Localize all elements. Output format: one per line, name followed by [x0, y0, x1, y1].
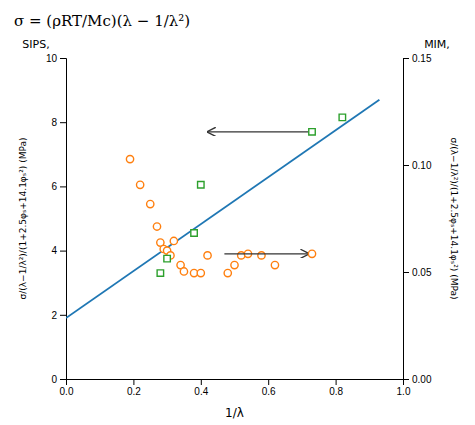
y-axis-title: σ/(λ−1/λ²)/(1+2.5φₛ+14.1φₛ²) (MPa): [18, 138, 28, 300]
tick: 0.15: [403, 53, 432, 64]
tick: 0.10: [403, 160, 432, 171]
tick: 4: [51, 245, 66, 256]
tick-mark: [60, 122, 66, 123]
tick: 0.6: [262, 379, 276, 397]
tick-mark: [133, 379, 134, 385]
x-axis-title: 1/λ: [225, 406, 244, 420]
tick-label: 2: [51, 310, 57, 321]
point: [164, 255, 170, 261]
tick-mark: [336, 379, 337, 385]
y-axis-title-head: SIPS,: [22, 38, 49, 51]
tick: 0.4: [194, 379, 208, 397]
tick-label: 0.6: [262, 386, 276, 397]
tick: 0: [51, 374, 66, 385]
tick-label: 0.10: [412, 160, 432, 171]
point: [271, 261, 278, 268]
tick: 1.0: [397, 379, 411, 397]
tick-mark: [403, 165, 409, 166]
point: [204, 252, 211, 259]
tick: 2: [51, 310, 66, 321]
y2-axis-title-head: MIM,: [424, 38, 450, 51]
regression-line: [66, 100, 379, 318]
plot: 0.0 0.2 0.4 0.6 0.8 1.0 0 2 4 6 8 10 0.00 0.05 0.10 0.1…: [18, 38, 459, 420]
tick-mark: [60, 186, 66, 187]
tick-label: 6: [51, 181, 57, 192]
point: [339, 114, 345, 120]
point: [157, 270, 163, 276]
arrow: [208, 131, 309, 132]
tick-mark: [60, 379, 66, 380]
tick-label: 0.00: [412, 374, 432, 385]
tick: 0.8: [329, 379, 343, 397]
tick-label: 0.8: [329, 386, 343, 397]
tick-label: 10: [46, 53, 58, 64]
tick-mark: [403, 379, 409, 380]
tick: 0.2: [127, 379, 141, 397]
tick-mark: [403, 272, 409, 273]
tick-mark: [60, 251, 66, 252]
point: [170, 237, 177, 244]
tick-mark: [60, 315, 66, 316]
tick-label: 0.4: [194, 386, 208, 397]
tick: 0.0: [60, 379, 74, 397]
tick: 0.00: [403, 374, 432, 385]
axis-line: [404, 59, 410, 380]
tick-label: 8: [51, 117, 57, 128]
x-axis: 0.0 0.2 0.4 0.6 0.8 1.0: [60, 379, 411, 397]
point: [191, 230, 197, 236]
tick: 8: [51, 117, 66, 128]
arrow-marker: [308, 250, 315, 257]
tick-label: 4: [51, 245, 57, 256]
tick-label: 1.0: [397, 386, 411, 397]
point: [180, 268, 187, 275]
point: [147, 200, 154, 207]
tick: 0.05: [403, 267, 432, 278]
tick: 10: [46, 53, 66, 64]
point: [197, 269, 204, 276]
tick-mark: [268, 379, 269, 385]
point: [136, 181, 143, 188]
chart: 0.0 0.2 0.4 0.6 0.8 1.0 0 2 4 6 8 10 0.00 0.05 0.10 0.1…: [0, 0, 475, 425]
point: [126, 155, 133, 162]
tick-label: 0: [51, 374, 57, 385]
arrow-marker: [309, 129, 315, 135]
tick-mark: [60, 58, 66, 59]
tick-label: 0.15: [412, 53, 432, 64]
axis-line: [60, 59, 67, 380]
point: [153, 223, 160, 230]
point: [198, 182, 204, 188]
y2-axis-title: σ/(λ−1/λ²)/(1+2.5φₛ+14.1φₛ²) (MPa): [449, 138, 459, 300]
y-axis: 0 2 4 6 8 10: [46, 53, 67, 385]
point: [258, 252, 265, 259]
arrow: [224, 253, 308, 254]
tick-mark: [201, 379, 202, 385]
tick-mark: [403, 58, 409, 59]
point: [231, 261, 238, 268]
point: [224, 269, 231, 276]
title: σ = (ρRT/Mc)(λ − 1/λ²): [14, 12, 190, 30]
tick: 6: [51, 181, 66, 192]
tick-label: 0.05: [412, 267, 432, 278]
tick-label: 0.2: [127, 386, 141, 397]
tick-label: 0.0: [60, 386, 74, 397]
data: [66, 100, 379, 318]
axis-line: [67, 380, 404, 386]
y2-axis: 0.00 0.05 0.10 0.15: [403, 53, 432, 385]
